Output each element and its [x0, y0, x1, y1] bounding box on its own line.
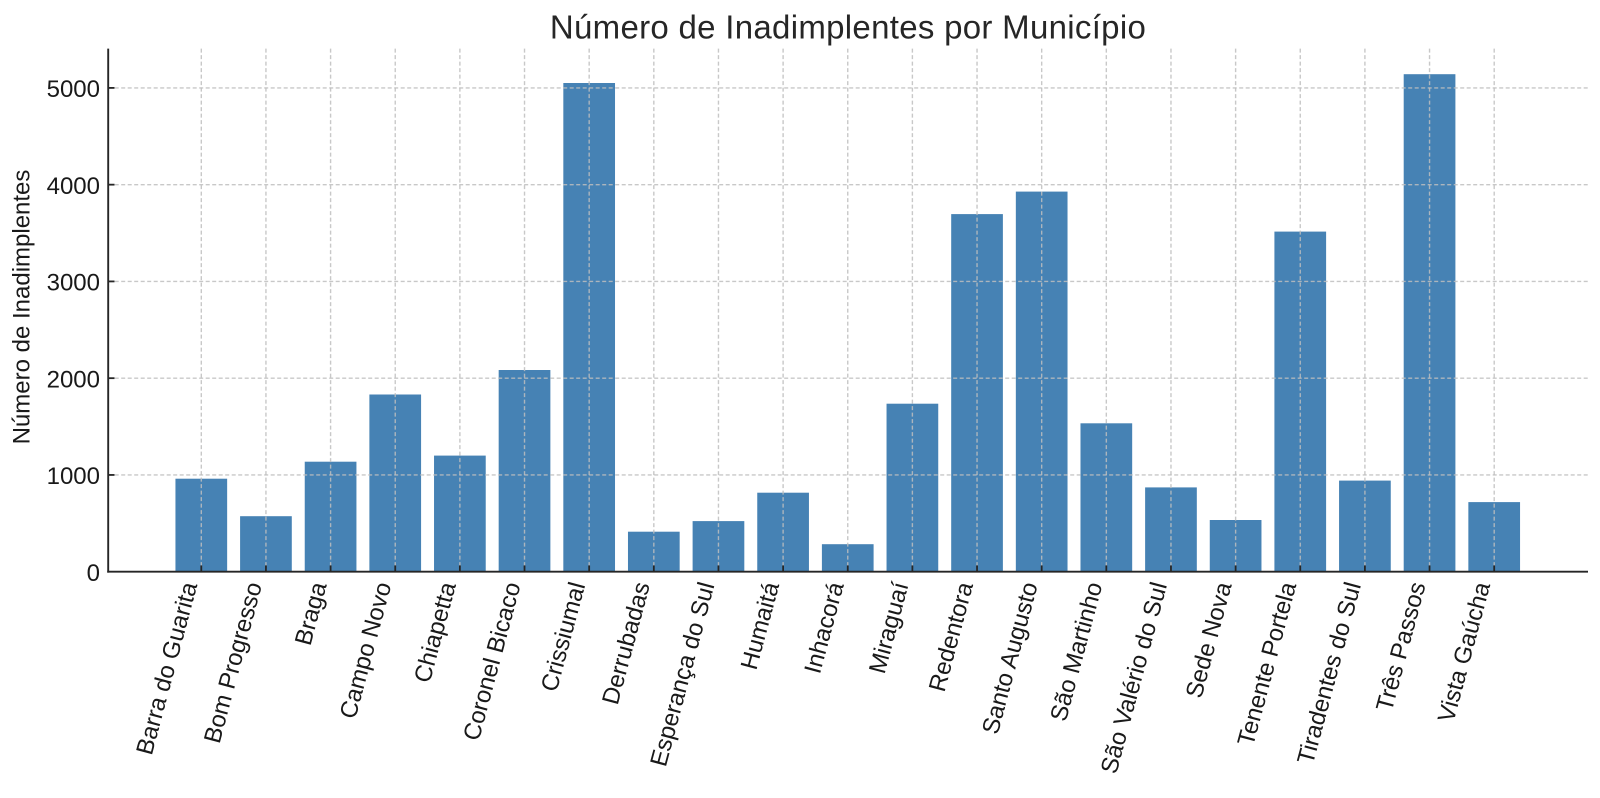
svg-text:Número de Inadimplentes: Número de Inadimplentes: [9, 170, 36, 445]
svg-text:2000: 2000: [47, 366, 100, 393]
svg-text:5000: 5000: [47, 76, 100, 103]
svg-text:1000: 1000: [47, 463, 100, 490]
svg-text:Número de Inadimplentes por Mu: Número de Inadimplentes por Município: [550, 9, 1146, 46]
svg-text:3000: 3000: [47, 270, 100, 297]
svg-text:0: 0: [87, 560, 100, 587]
svg-text:4000: 4000: [47, 173, 100, 200]
